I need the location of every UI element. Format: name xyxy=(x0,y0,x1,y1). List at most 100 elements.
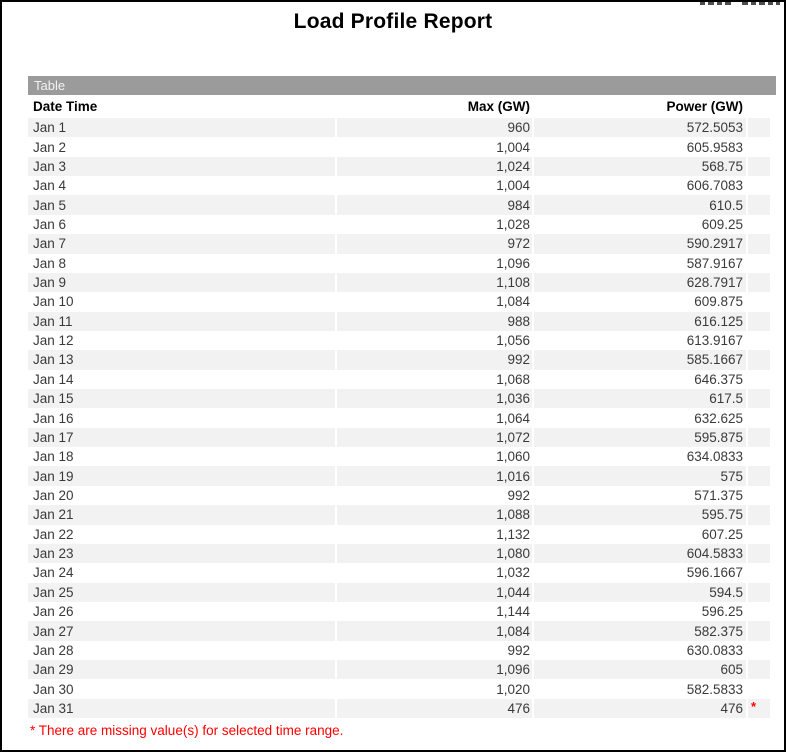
cell-power: 617.5 xyxy=(534,389,746,409)
cell-power-text: 609.875 xyxy=(694,294,743,310)
cell-flag xyxy=(748,369,770,390)
cell-max-text: 1,056 xyxy=(496,333,530,349)
cell-max-text: 992 xyxy=(507,488,530,503)
table-row: Jan 24 1,032 596.1667 xyxy=(28,563,770,583)
cell-power: 634.0833 xyxy=(534,447,746,467)
cell-max-text: 992 xyxy=(507,352,530,368)
table-section: Table Date Time Max (GW) Power (GW) Jan … xyxy=(28,76,778,739)
cell-power: 646.375 xyxy=(534,369,746,390)
cell-max-text: 1,080 xyxy=(496,546,530,562)
table-row: Jan 28 992 630.0833 xyxy=(28,640,770,661)
cell-max: 1,132 xyxy=(337,524,532,544)
table-row: Jan 27 1,084 582.375 xyxy=(28,621,770,641)
table-row: Jan 21 1,088 595.75 xyxy=(28,505,770,525)
cell-date-time-text: Jan 14 xyxy=(33,371,74,387)
cell-date-time-text: Jan 4 xyxy=(33,178,67,194)
cell-power-text: 595.875 xyxy=(694,429,743,445)
cell-max: 988 xyxy=(337,311,532,331)
cell-power-text: 582.5833 xyxy=(686,681,743,697)
cell-date-time-text: Jan 20 xyxy=(33,488,74,503)
cell-date-time: Jan 15 xyxy=(28,389,335,409)
cell-power-text: 590.2917 xyxy=(686,236,743,252)
cell-date-time-text: Jan 9 xyxy=(33,275,67,291)
cell-date-time: Jan 3 xyxy=(28,156,335,177)
table-section-bar: Table xyxy=(28,76,776,95)
cell-flag xyxy=(748,582,770,602)
cell-max-text: 1,004 xyxy=(496,178,530,194)
cell-power: 609.25 xyxy=(534,214,746,235)
cell-flag xyxy=(748,679,770,699)
cell-power: 632.625 xyxy=(534,408,746,428)
cell-max: 1,060 xyxy=(337,447,532,467)
cell-date-time-text: Jan 30 xyxy=(33,681,74,697)
table-row: Jan 4 1,004 606.7083 xyxy=(28,176,770,196)
cell-max-text: 1,132 xyxy=(496,526,530,542)
cell-date-time-text: Jan 8 xyxy=(33,255,67,271)
table-row: Jan 20 992 571.375 xyxy=(28,485,770,506)
cell-date-time-text: Jan 7 xyxy=(33,236,67,252)
cell-max-text: 1,084 xyxy=(496,623,530,639)
cell-date-time: Jan 6 xyxy=(28,214,335,235)
cell-max: 972 xyxy=(337,234,532,254)
cell-flag xyxy=(748,601,770,622)
cell-flag xyxy=(748,660,770,680)
cell-max: 1,080 xyxy=(337,543,532,564)
cell-power-text: 605.9583 xyxy=(686,139,743,155)
cell-max: 1,004 xyxy=(337,176,532,196)
cell-max-text: 1,096 xyxy=(496,255,530,271)
cell-power: 606.7083 xyxy=(534,176,746,196)
cell-max: 992 xyxy=(337,350,532,370)
cell-flag xyxy=(748,427,770,448)
cell-power: 628.7917 xyxy=(534,272,746,293)
cell-power: 476 xyxy=(534,698,746,719)
cell-date-time-text: Jan 2 xyxy=(33,139,67,155)
cell-date-time: Jan 30 xyxy=(28,679,335,699)
table-row: Jan 29 1,096 605 xyxy=(28,660,770,680)
cell-date-time: Jan 18 xyxy=(28,447,335,467)
cell-power: 605 xyxy=(534,660,746,680)
cell-power-text: 605 xyxy=(720,662,743,678)
cell-date-time-text: Jan 31 xyxy=(33,700,74,716)
cell-max-text: 988 xyxy=(507,313,530,329)
cell-power: 596.25 xyxy=(534,601,746,622)
cell-power: 610.5 xyxy=(534,195,746,215)
cell-power-text: 607.25 xyxy=(701,526,743,542)
cell-power-text: 606.7083 xyxy=(686,178,743,194)
cell-power-text: 595.75 xyxy=(701,507,743,523)
cell-flag xyxy=(748,176,770,196)
cell-max-text: 1,024 xyxy=(496,158,530,174)
cell-max-text: 1,144 xyxy=(496,604,530,620)
cell-max: 1,044 xyxy=(337,582,532,602)
cell-date-time-text: Jan 5 xyxy=(33,197,67,213)
table-header-row: Date Time Max (GW) Power (GW) xyxy=(28,95,770,118)
cell-flag xyxy=(748,253,770,273)
cell-max-text: 1,064 xyxy=(496,410,530,426)
cell-date-time: Jan 23 xyxy=(28,543,335,564)
table-row: Jan 23 1,080 604.5833 xyxy=(28,543,770,564)
cell-max-text: 1,032 xyxy=(496,565,530,581)
cell-date-time-text: Jan 27 xyxy=(33,623,74,639)
cell-date-time-text: Jan 25 xyxy=(33,584,74,600)
cell-date-time: Jan 24 xyxy=(28,563,335,583)
cell-power: 595.75 xyxy=(534,505,746,525)
cell-power-text: 604.5833 xyxy=(686,546,743,562)
cell-power: 582.375 xyxy=(534,621,746,641)
cell-date-time: Jan 12 xyxy=(28,330,335,351)
cell-flag xyxy=(748,350,770,370)
cell-power: 616.125 xyxy=(534,311,746,331)
cell-max: 1,084 xyxy=(337,621,532,641)
cell-date-time-text: Jan 6 xyxy=(33,216,67,232)
cell-power-text: 628.7917 xyxy=(686,275,743,291)
cell-date-time: Jan 19 xyxy=(28,466,335,486)
cell-power: 582.5833 xyxy=(534,679,746,699)
cell-date-time: Jan 28 xyxy=(28,640,335,661)
cell-power-text: 646.375 xyxy=(694,371,743,387)
cell-date-time-text: Jan 28 xyxy=(33,642,74,658)
cell-max-text: 1,088 xyxy=(496,507,530,523)
cell-date-time: Jan 26 xyxy=(28,601,335,622)
cell-flag xyxy=(748,330,770,351)
cell-power-text: 616.125 xyxy=(694,313,743,329)
cell-power-text: 609.25 xyxy=(701,216,743,232)
